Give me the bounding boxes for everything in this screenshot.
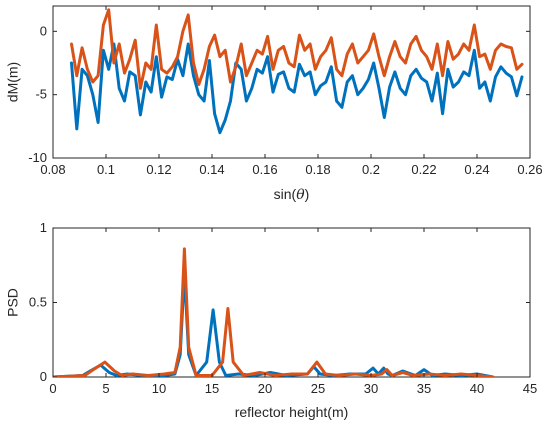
- bottom-x-tick-label: 15: [205, 381, 219, 396]
- top-x-tick-label: 0.14: [199, 162, 224, 177]
- top-x-tick-label: 0.12: [146, 162, 171, 177]
- bottom-x-tick-label: 10: [152, 381, 166, 396]
- bottom-y-tick-label: 0.5: [29, 295, 47, 310]
- top-series-line-1: [70, 42, 524, 135]
- bottom-x-tick-label: 45: [523, 381, 537, 396]
- bottom-x-tick-label: 20: [258, 381, 272, 396]
- bottom-y-tick-label: 1: [40, 220, 47, 235]
- bottom-plot-area: [52, 227, 531, 378]
- top-ticks-group: 0.08 0.1 0.12 0.14 0.16 0.18 0.2 0.22 0.24 0.26 -1…: [28, 6, 543, 177]
- bottom-x-tick-label: 25: [311, 381, 325, 396]
- top-x-axis-label: sin(θ): [274, 186, 310, 203]
- top-x-tick-label: 0.18: [305, 162, 330, 177]
- bottom-x-axis-label: reflector height(m): [235, 404, 349, 420]
- bottom-x-tick-label: 40: [470, 381, 484, 396]
- top-series-group: [70, 8, 524, 135]
- top-x-tick-label: 0.26: [517, 162, 542, 177]
- top-x-tick-label: 0.1: [97, 162, 115, 177]
- bottom-x-tick-label: 0: [49, 381, 56, 396]
- top-y-tick-label: -10: [28, 150, 47, 165]
- top-y-tick-label: 0: [40, 23, 47, 38]
- bottom-series-line-2: [53, 247, 495, 377]
- top-x-tick-label: 0.22: [411, 162, 436, 177]
- bottom-subplot: 0 5 10 15 20 25 30 35 40 45 0 0.5 1 reflector height…: [5, 220, 538, 420]
- top-series-line-2: [70, 8, 524, 90]
- top-subplot: 0.08 0.1 0.12 0.14 0.16 0.18 0.2 0.22 0.24 0.26 -1…: [5, 5, 543, 203]
- top-x-tick-label: 0.24: [464, 162, 489, 177]
- top-x-tick-label: 0.2: [362, 162, 380, 177]
- bottom-y-tick-label: 0: [40, 369, 47, 384]
- top-y-axis-label: dM(m): [5, 62, 21, 102]
- top-x-tick-label: 0.08: [40, 162, 65, 177]
- top-y-tick-label: -5: [35, 87, 47, 102]
- bottom-ticks-group: 0 5 10 15 20 25 30 35 40 45 0 0.5 1: [29, 220, 537, 396]
- top-x-tick-label: 0.16: [252, 162, 277, 177]
- bottom-x-tick-label: 30: [364, 381, 378, 396]
- bottom-x-tick-label: 5: [102, 381, 109, 396]
- bottom-y-axis-label: PSD: [5, 288, 21, 317]
- bottom-x-tick-label: 35: [417, 381, 431, 396]
- bottom-series-group: [53, 247, 495, 377]
